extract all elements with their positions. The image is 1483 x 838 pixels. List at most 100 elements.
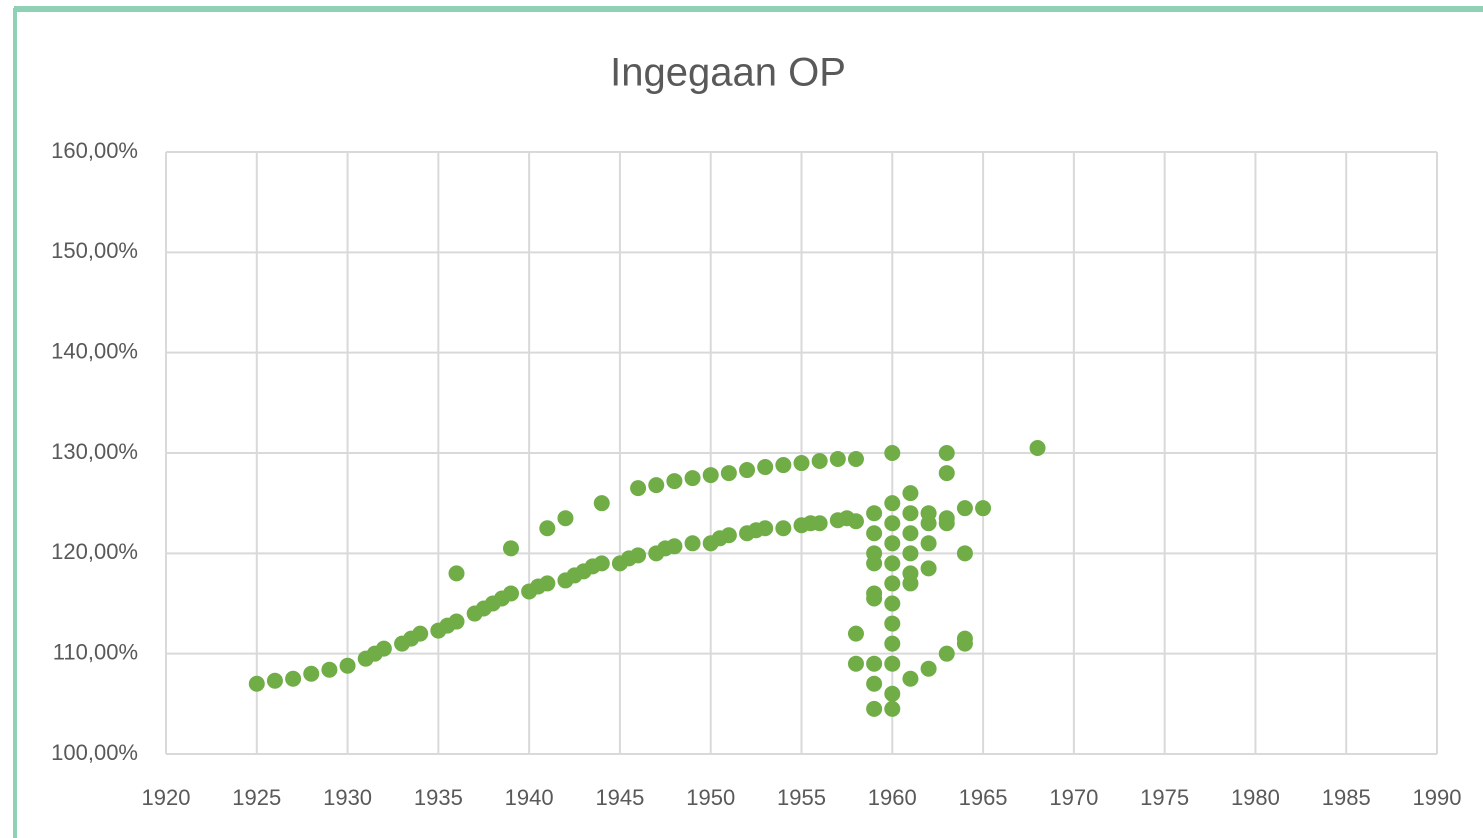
x-tick-label: 1940 [505, 785, 554, 810]
point [666, 538, 683, 555]
point [866, 505, 883, 522]
point [502, 540, 519, 557]
x-tick-label: 1935 [414, 785, 463, 810]
point [847, 451, 864, 468]
y-tick-label: 160,00% [51, 138, 138, 163]
point [884, 555, 901, 572]
x-tick-label: 1950 [686, 785, 735, 810]
x-tick-label: 1965 [959, 785, 1008, 810]
point [757, 520, 774, 537]
point [1029, 439, 1046, 456]
point [866, 675, 883, 692]
point [975, 500, 992, 517]
point [448, 613, 465, 630]
point [248, 675, 265, 692]
point [829, 451, 846, 468]
point [811, 515, 828, 532]
point [847, 655, 864, 672]
point [266, 672, 283, 689]
point [920, 560, 937, 577]
point [902, 670, 919, 687]
point [884, 700, 901, 717]
point [884, 515, 901, 532]
point [684, 470, 701, 487]
point [938, 465, 955, 482]
point [720, 465, 737, 482]
point [648, 477, 665, 494]
point [920, 515, 937, 532]
y-tick-label: 110,00% [53, 639, 138, 664]
point [884, 535, 901, 552]
point [866, 555, 883, 572]
point [811, 453, 828, 470]
point [920, 660, 937, 677]
y-tick-label: 150,00% [51, 238, 138, 263]
x-tick-label: 1955 [777, 785, 826, 810]
point [339, 657, 356, 674]
point [866, 525, 883, 542]
point [702, 467, 719, 484]
point [775, 520, 792, 537]
x-tick-label: 1960 [868, 785, 917, 810]
point [502, 585, 519, 602]
point [884, 575, 901, 592]
point [630, 480, 647, 497]
point [902, 575, 919, 592]
point [902, 545, 919, 562]
point [884, 685, 901, 702]
x-tick-label: 1920 [142, 785, 191, 810]
point [539, 575, 556, 592]
point [793, 455, 810, 472]
point [884, 495, 901, 512]
x-tick-label: 1970 [1049, 785, 1098, 810]
point [902, 525, 919, 542]
point [902, 485, 919, 502]
point [884, 595, 901, 612]
point [866, 700, 883, 717]
point [539, 520, 556, 537]
chart-area [14, 8, 1483, 838]
point [757, 459, 774, 476]
point [666, 473, 683, 490]
point [884, 655, 901, 672]
point [866, 590, 883, 607]
point [956, 500, 973, 517]
point [303, 665, 320, 682]
point [557, 510, 574, 527]
chart-title: Ingegaan OP [610, 51, 846, 95]
y-tick-label: 140,00% [51, 338, 138, 363]
point [938, 445, 955, 461]
point [884, 445, 901, 461]
point [847, 625, 864, 642]
point [847, 513, 864, 530]
y-tick-label: 120,00% [51, 539, 138, 564]
x-tick-label: 1975 [1140, 785, 1189, 810]
point [884, 615, 901, 632]
x-tick-label: 1930 [323, 785, 372, 810]
x-tick-label: 1925 [232, 785, 281, 810]
point [321, 661, 338, 678]
point [593, 495, 610, 512]
point [884, 635, 901, 652]
point [448, 565, 465, 582]
point [938, 645, 955, 662]
x-tick-label: 1985 [1322, 785, 1371, 810]
point [684, 535, 701, 552]
point [630, 547, 647, 564]
x-tick-label: 1945 [595, 785, 644, 810]
y-tick-label: 100,00% [51, 740, 138, 765]
point [902, 505, 919, 522]
point [593, 555, 610, 572]
point [866, 655, 883, 672]
y-tick-label: 130,00% [51, 439, 138, 464]
point [938, 515, 955, 532]
point [956, 635, 973, 652]
x-tick-label: 1980 [1231, 785, 1280, 810]
point [739, 462, 756, 479]
point [412, 625, 429, 642]
point [775, 457, 792, 474]
point [285, 670, 302, 687]
point [920, 535, 937, 552]
x-tick-label: 1990 [1413, 785, 1462, 810]
